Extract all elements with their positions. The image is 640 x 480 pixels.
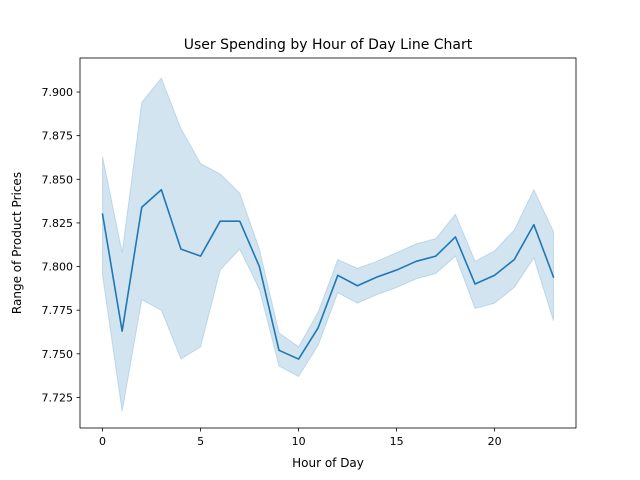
- y-tick-label: 7.775: [42, 304, 74, 317]
- x-axis-label: Hour of Day: [292, 456, 364, 470]
- y-tick-label: 7.725: [42, 391, 74, 404]
- x-tick-label: 10: [292, 435, 306, 448]
- y-tick-label: 7.875: [42, 130, 74, 143]
- plot-frame: [79, 57, 577, 429]
- y-tick-label: 7.750: [42, 348, 74, 361]
- x-tick-label: 5: [197, 435, 204, 448]
- x-tick-label: 20: [488, 435, 502, 448]
- x-tick-label: 0: [99, 435, 106, 448]
- plot-content: [101, 77, 555, 412]
- y-tick-label: 7.850: [42, 173, 74, 186]
- x-tick-label: 15: [390, 435, 404, 448]
- chart-title: User Spending by Hour of Day Line Chart: [184, 37, 473, 53]
- y-tick-label: 7.825: [42, 217, 74, 230]
- y-tick-label: 7.900: [42, 86, 74, 99]
- confidence-band: [102, 77, 554, 412]
- y-axis: 7.725 7.750 7.775 7.800 7.825 7.850 7.875 7.900: [42, 86, 80, 404]
- series-line: [101, 188, 555, 360]
- x-axis: 0 5 10 15 20: [99, 428, 502, 448]
- y-tick-label: 7.800: [42, 261, 74, 274]
- y-axis-label: Range of Product Prices: [10, 172, 24, 314]
